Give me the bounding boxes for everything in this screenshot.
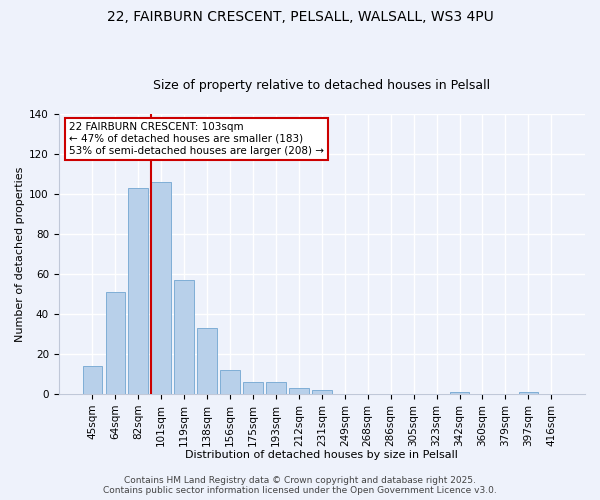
Text: Contains HM Land Registry data © Crown copyright and database right 2025.
Contai: Contains HM Land Registry data © Crown c… (103, 476, 497, 495)
Bar (518, 392, 538, 394)
Bar (106, 292, 125, 394)
Bar (197, 328, 217, 394)
Title: Size of property relative to detached houses in Pelsall: Size of property relative to detached ho… (153, 79, 490, 92)
Text: 22 FAIRBURN CRESCENT: 103sqm
← 47% of detached houses are smaller (183)
53% of s: 22 FAIRBURN CRESCENT: 103sqm ← 47% of de… (69, 122, 324, 156)
Bar (450, 392, 469, 394)
Bar (175, 280, 194, 394)
Y-axis label: Number of detached properties: Number of detached properties (15, 166, 25, 342)
Bar (312, 390, 332, 394)
Text: 22, FAIRBURN CRESCENT, PELSALL, WALSALL, WS3 4PU: 22, FAIRBURN CRESCENT, PELSALL, WALSALL,… (107, 10, 493, 24)
Bar (243, 382, 263, 394)
X-axis label: Distribution of detached houses by size in Pelsall: Distribution of detached houses by size … (185, 450, 458, 460)
Bar (83, 366, 102, 394)
Bar (128, 188, 148, 394)
Bar (289, 388, 308, 394)
Bar (151, 182, 171, 394)
Bar (220, 370, 240, 394)
Bar (266, 382, 286, 394)
